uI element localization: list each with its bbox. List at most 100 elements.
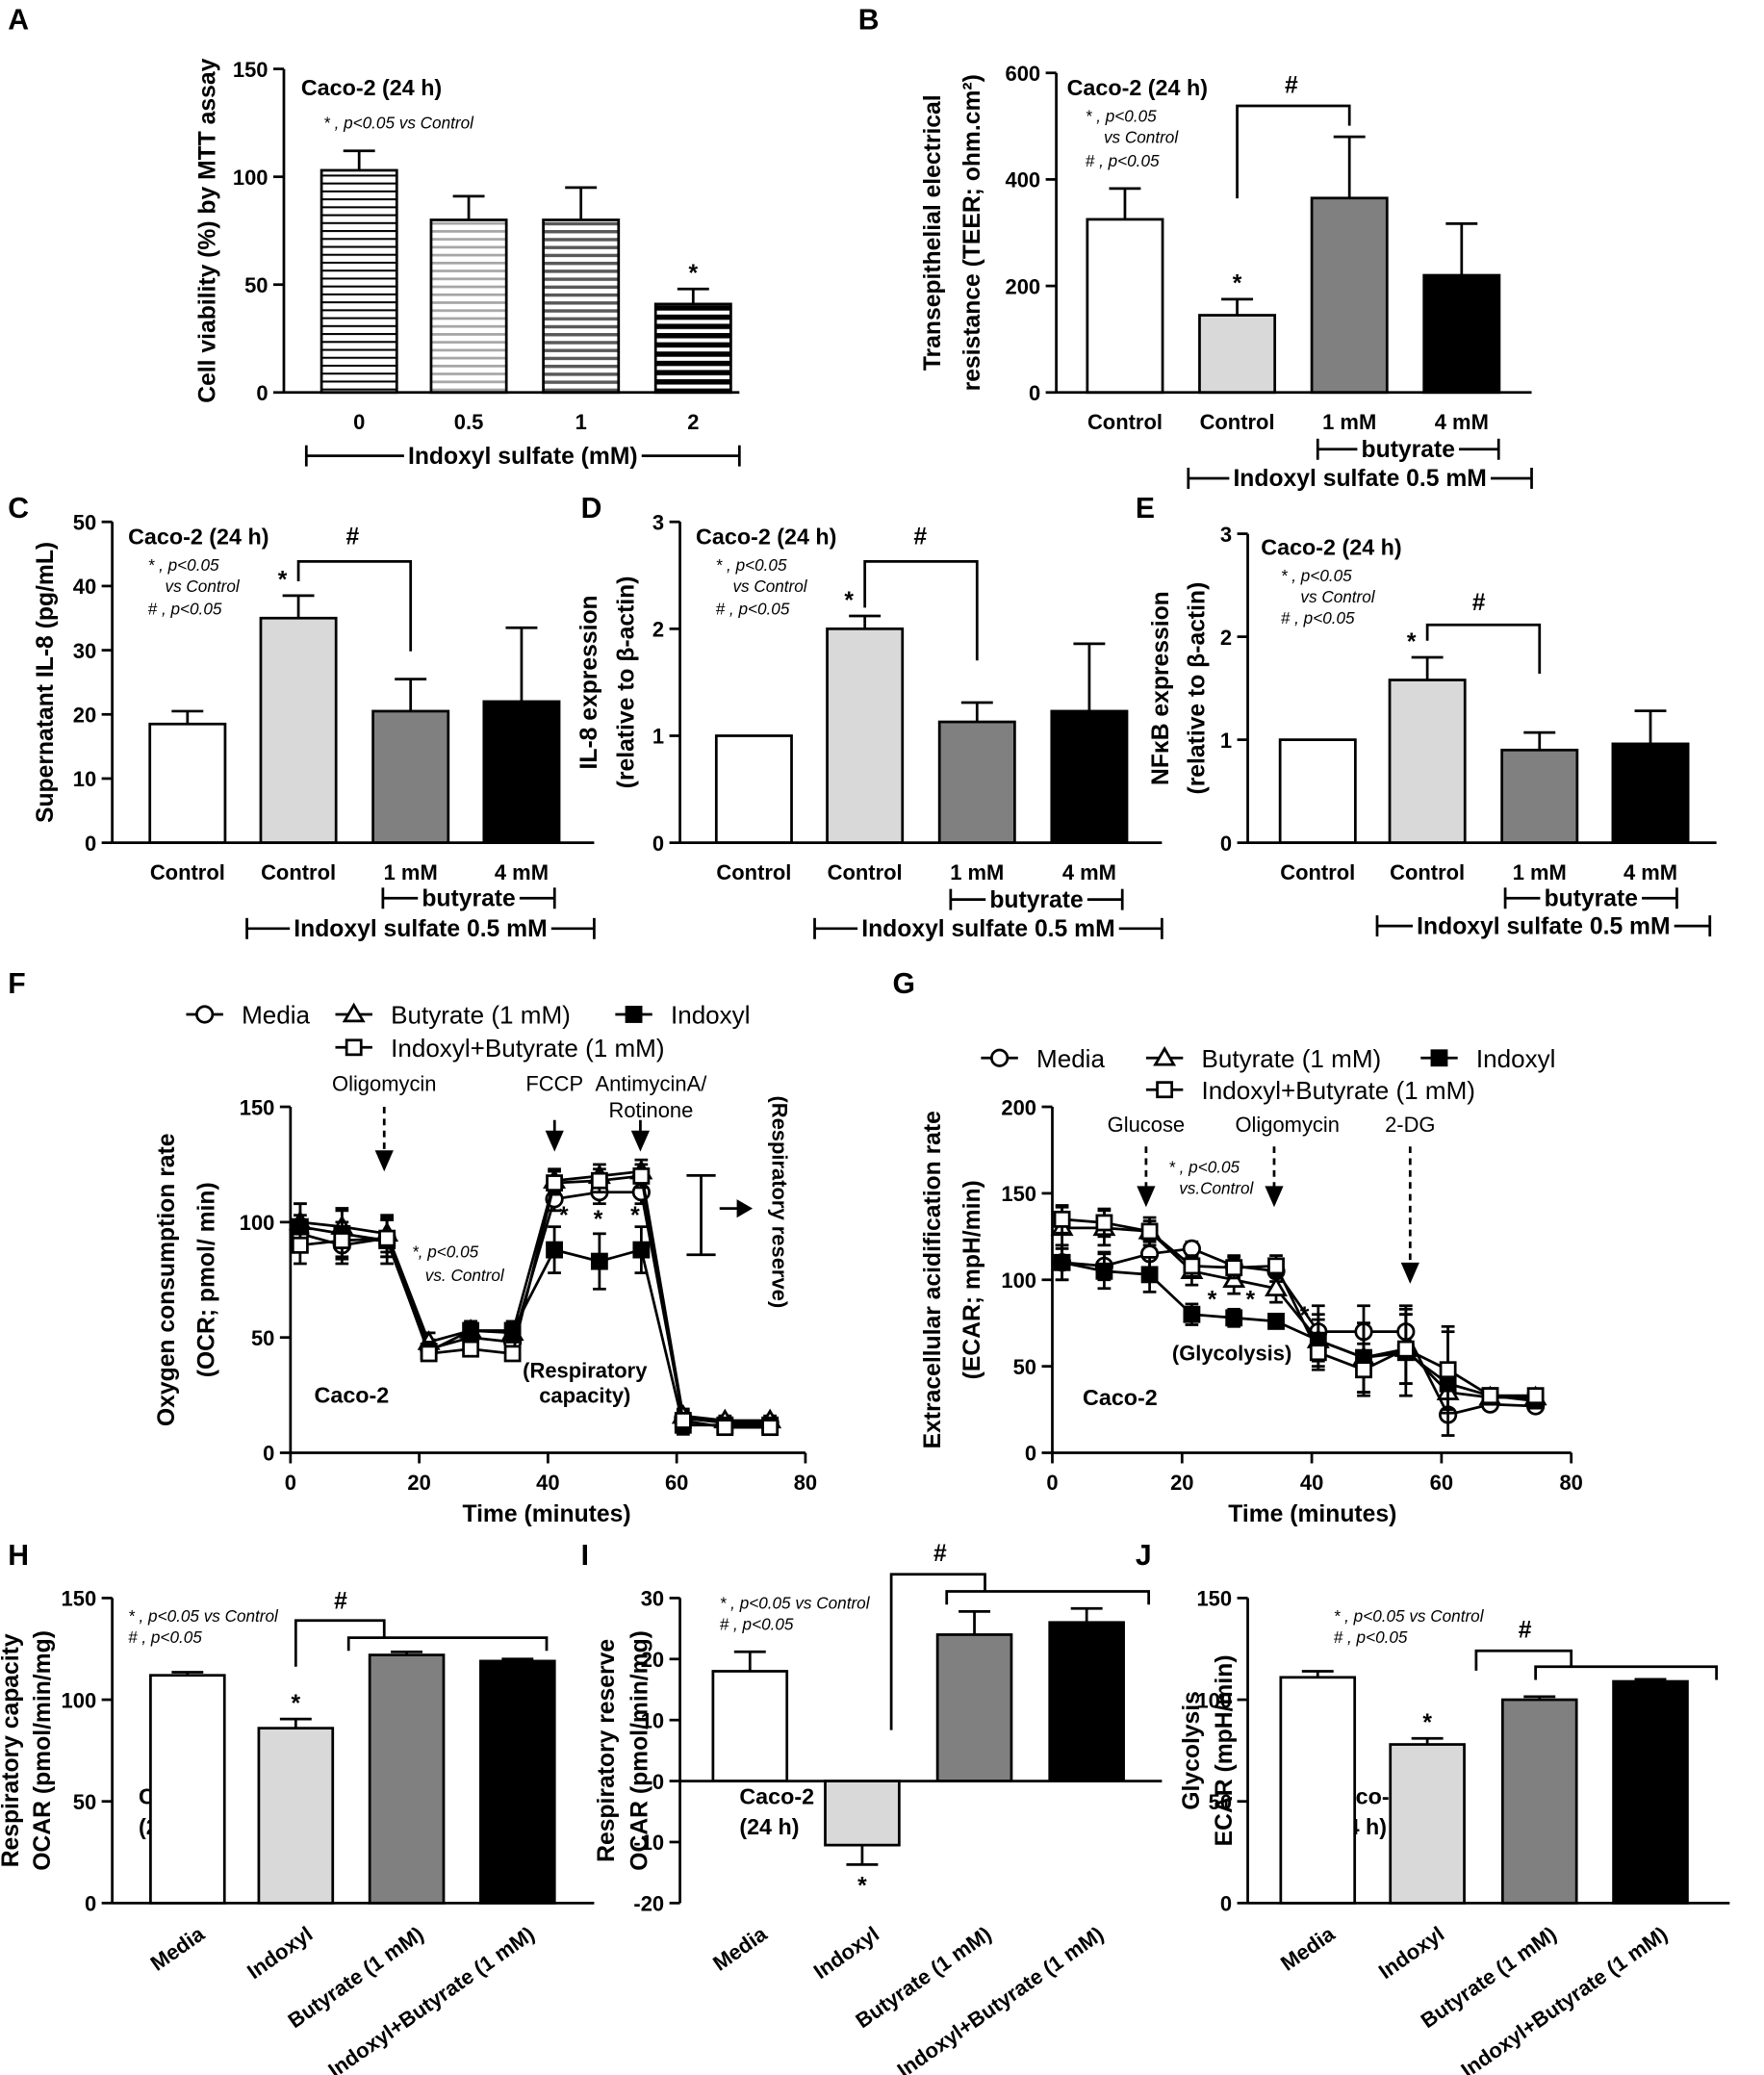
arrow-head [630,1130,651,1152]
bracket [346,1636,549,1652]
y-tick-label: 150 [1001,1182,1036,1206]
x-tick-label: 40 [536,1471,559,1495]
bar [1278,738,1357,845]
significance-label: * [1245,1288,1255,1314]
point [1225,1259,1243,1277]
x-tick-label: 4 mM [1623,860,1677,884]
bar [257,1727,335,1905]
x-tick-label: Media [708,1921,772,1976]
x-tick-label: 1 mM [1322,410,1376,434]
x-tick-label: Control [261,860,336,884]
bar [1048,1621,1125,1782]
x-axis-label: Time (minutes) [462,1501,630,1527]
group-label: butyrate [1362,437,1455,463]
point [462,1321,480,1340]
point [503,1345,522,1363]
y-axis-label: Glycolysis [1179,1691,1205,1810]
y-tick-label: -20 [633,1892,664,1916]
group-label: butyrate [989,887,1083,913]
annotation: (Respiratory [523,1358,648,1382]
group-label: Indoxyl sulfate 0.5 mM [1417,913,1670,939]
chart-title: (24 h) [739,1814,799,1839]
y-tick-label: 0 [1029,381,1040,405]
point [462,1340,480,1358]
y-tick-label: 0 [1025,1442,1036,1466]
y-tick-label: 10 [641,1708,664,1732]
y-tick-label: 150 [1196,1587,1232,1611]
y-tick-label: 0 [263,1442,274,1466]
x-tick-label: 4 mM [1435,410,1489,434]
significance-label: * [292,1691,301,1717]
legend-marker [195,1005,215,1024]
bar [937,720,1016,845]
bar [1389,1743,1466,1905]
point [1309,1344,1327,1362]
y-axis-label: ECAR (mpH/min) [1212,1654,1238,1846]
y-tick-label: 0 [85,832,96,856]
point [1095,1214,1113,1232]
bar [1198,314,1277,395]
bracket [296,560,413,652]
significance-label: * [1300,1303,1310,1329]
bar [1612,1679,1689,1905]
annotation: Oligomycin [1235,1113,1340,1137]
bracket [1474,1649,1573,1671]
significance-label: * [594,1207,603,1233]
group-label: butyrate [422,885,515,911]
panel-letter: D [581,493,602,525]
x-tick-label: Media [146,1921,210,1976]
legend-label: Indoxyl [671,1001,751,1030]
y-tick-label: 600 [1006,62,1041,86]
y-tick-label: 50 [251,1326,274,1350]
x-tick-label: Indoxyl [1374,1922,1448,1985]
y-axis-label: Respiratory capacity [0,1633,24,1867]
significance-label: * [630,1203,640,1229]
legend-label: Butyrate (1 mM) [391,1001,571,1030]
bar [711,1670,789,1782]
series-line [1061,1217,1536,1397]
y-axis-label: (relative to β-actin) [1184,582,1210,795]
annotation: * , p<0.05 [1281,566,1352,585]
x-tick-label: Indoxyl+Butyrate (1 mM) [1457,1922,1673,2075]
point [590,1171,608,1190]
y-axis-label: Cell viability (%) by MTT assay [195,58,221,402]
y-axis-label: (OCR; pmol/ min) [193,1182,219,1377]
annotation: # , p<0.05 [716,599,790,618]
x-tick-label: Control [828,860,903,884]
legend-marker [1430,1049,1448,1067]
annotation: # , p<0.05 [1334,1627,1408,1647]
x-tick-label: 0 [285,1471,296,1495]
point [674,1412,692,1429]
y-axis-label: Supernatant IL-8 (pg/mL) [33,542,59,823]
bar [1500,1698,1578,1905]
y-axis-label: IL-8 expression [576,595,602,769]
y-tick-label: 100 [233,166,268,190]
y-tick-label: 400 [1006,168,1041,192]
bar [1050,709,1129,845]
x-tick-label: Control [1087,410,1163,434]
annotation: 2-DG [1385,1113,1435,1137]
bracket [889,1573,986,1730]
point [1183,1305,1201,1323]
chart-title: Caco-2 (24 h) [1067,75,1208,100]
point [546,1241,563,1259]
x-tick-label: 0 [353,410,365,434]
chart-title: Caco-2 (24 h) [128,525,268,550]
point [1481,1387,1499,1405]
bar [714,734,793,845]
legend-label: Indoxyl [1476,1044,1556,1073]
y-tick-label: 150 [62,1587,97,1611]
annotation: * , p<0.05 [1168,1158,1240,1177]
x-tick-label: Control [1280,860,1355,884]
point [1439,1361,1457,1379]
annotation: capacity) [539,1383,630,1407]
annotation: *, p<0.05 [412,1242,479,1261]
point [333,1232,351,1249]
chart-title: Caco-2 [315,1382,390,1407]
x-tick-label: Indoxyl+Butyrate (1 mM) [323,1922,539,2075]
annotation: * , p<0.05 vs Control [1334,1606,1485,1626]
x-tick-label: 60 [665,1471,688,1495]
y-tick-label: 0 [1220,832,1232,856]
significance-label: * [688,261,698,287]
significance-label: * [1407,629,1417,655]
